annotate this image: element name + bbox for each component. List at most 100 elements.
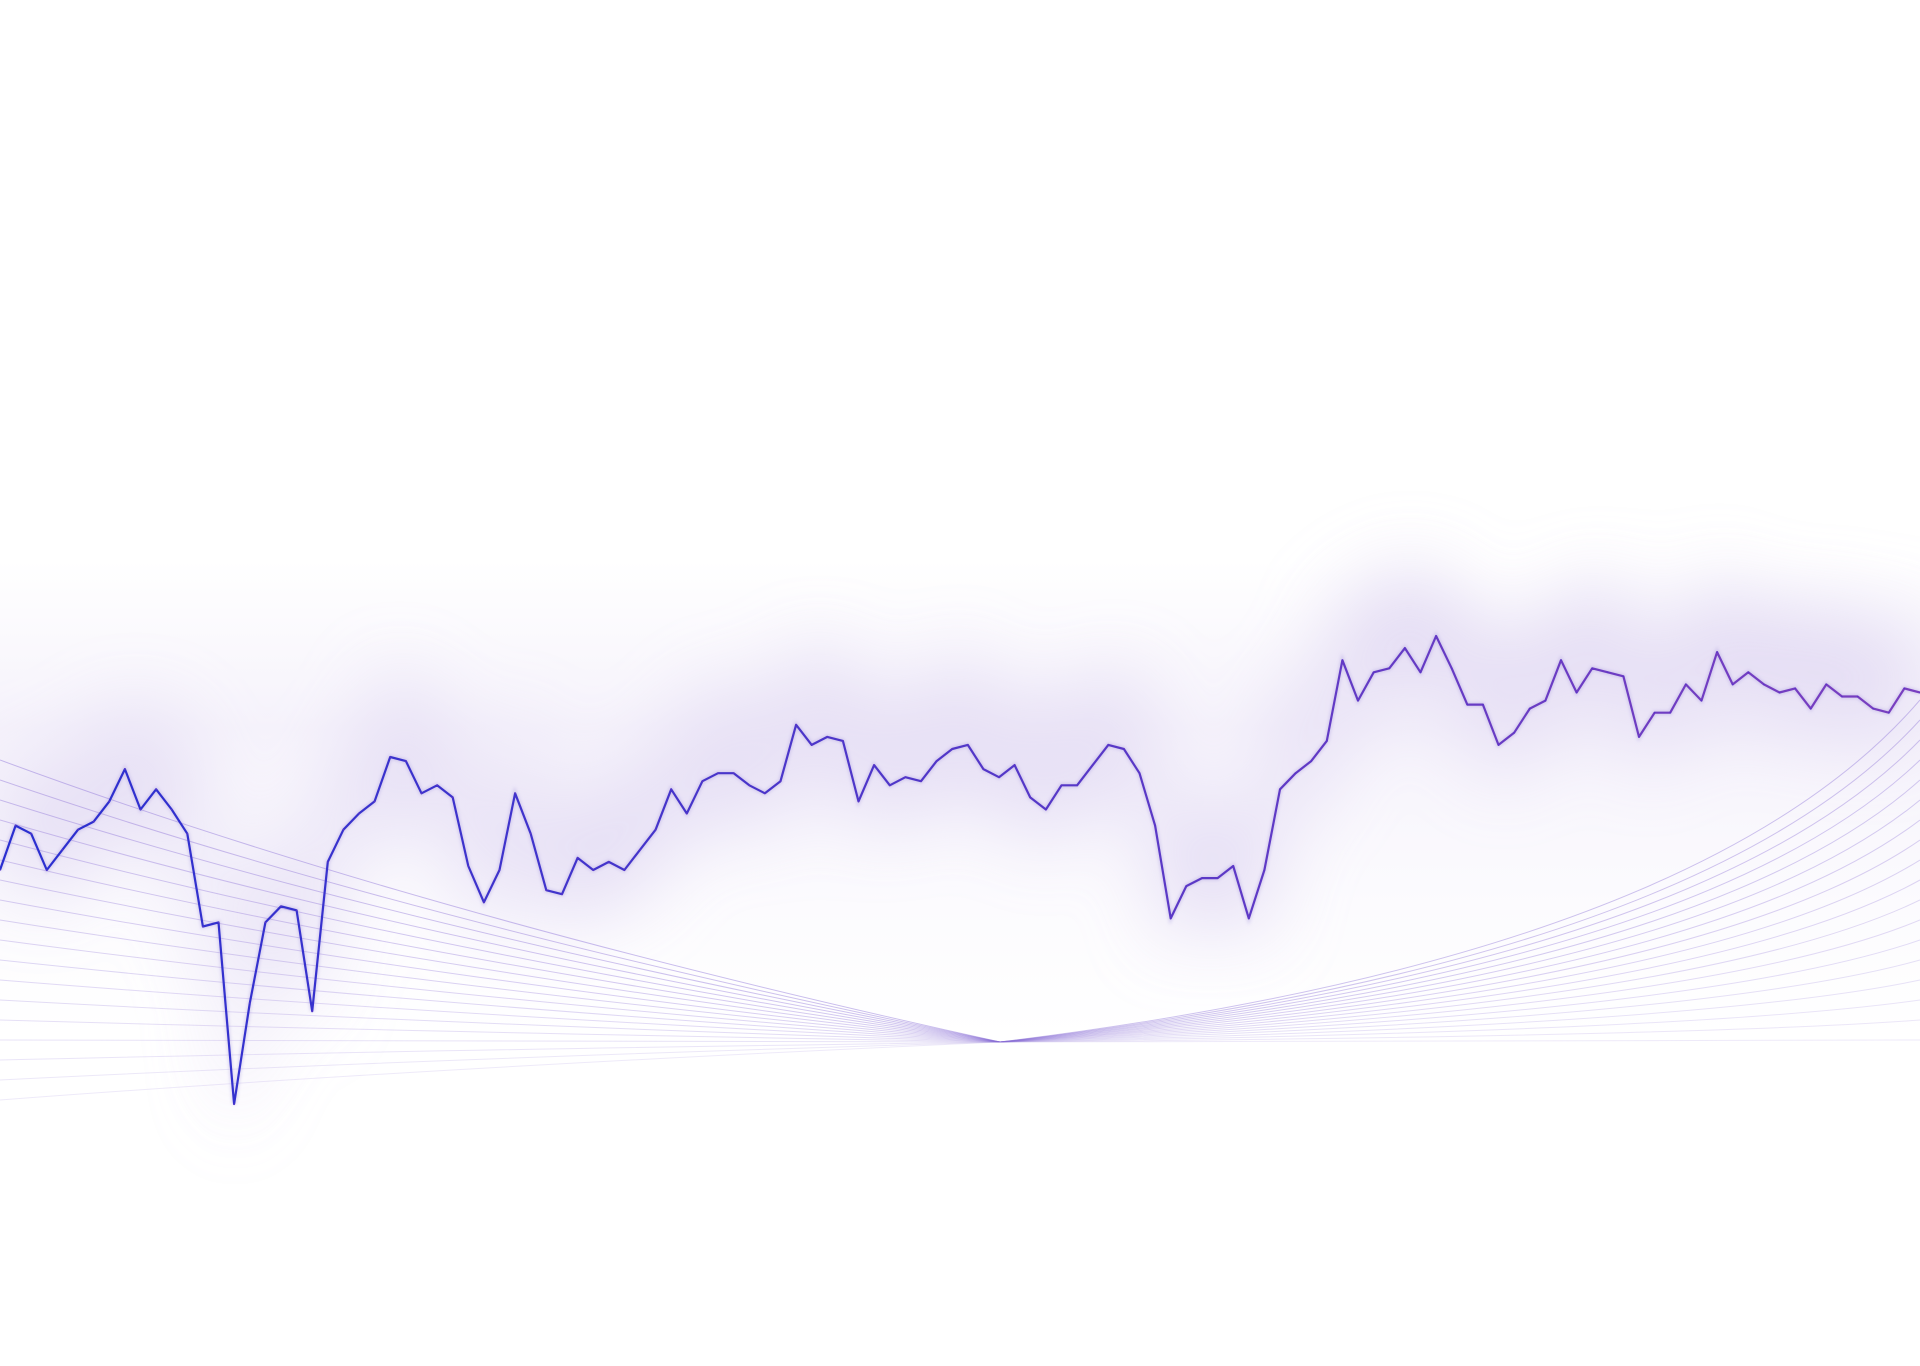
data-point	[717, 772, 719, 774]
data-point	[373, 800, 376, 803]
data-point	[1154, 824, 1156, 827]
data-point	[186, 832, 189, 835]
data-point	[280, 905, 282, 908]
data-point	[779, 780, 782, 782]
decor-curve-right	[999, 779, 1920, 1043]
data-point	[420, 792, 423, 795]
data-point	[1747, 671, 1750, 674]
data-point	[1731, 683, 1734, 686]
data-point	[1778, 691, 1781, 694]
data-point	[1763, 683, 1765, 686]
data-point	[623, 869, 626, 871]
data-point	[1248, 917, 1250, 920]
decor-curve-left	[0, 879, 1001, 1043]
decor-curve-left	[0, 779, 1001, 1043]
data-point	[1825, 683, 1828, 686]
data-point	[873, 764, 875, 766]
data-point	[951, 748, 953, 750]
data-point	[1341, 659, 1344, 661]
decor-curve-right	[999, 819, 1920, 1043]
data-point	[405, 760, 407, 762]
data-point	[1232, 865, 1234, 867]
data-point	[1060, 784, 1063, 787]
data-point	[124, 768, 126, 770]
decor-curve-left	[0, 939, 1001, 1043]
data-point	[889, 784, 891, 787]
decor-curve-right	[999, 979, 1920, 1043]
data-point	[1575, 691, 1578, 694]
decor-curve-right	[999, 999, 1920, 1043]
data-point	[1529, 707, 1531, 710]
decor-curve-right	[999, 1019, 1920, 1043]
data-point	[810, 744, 813, 746]
data-point	[686, 812, 688, 815]
data-point	[139, 808, 142, 811]
data-point	[857, 800, 860, 803]
data-point	[654, 828, 657, 831]
decor-curve-left	[0, 799, 1001, 1043]
data-point	[1888, 711, 1890, 714]
data-point	[592, 869, 594, 871]
data-point	[0, 869, 1, 871]
decor-curve-right	[999, 859, 1920, 1043]
decorative-curves	[0, 699, 1920, 1101]
data-point	[77, 828, 79, 831]
data-point	[1841, 695, 1843, 698]
data-point	[1607, 671, 1609, 674]
decor-curve-left	[0, 819, 1001, 1043]
data-point	[342, 828, 345, 831]
decor-curve-right	[999, 699, 1920, 1043]
data-point	[1638, 736, 1640, 738]
decor-curve-left	[0, 979, 1001, 1043]
decor-curve-left	[0, 999, 1001, 1043]
data-point	[30, 832, 32, 835]
data-point	[1123, 748, 1125, 750]
data-point	[202, 925, 204, 928]
data-point	[982, 768, 985, 770]
data-point	[514, 792, 516, 795]
data-point	[1372, 671, 1375, 674]
data-point	[1404, 647, 1406, 649]
data-point	[1903, 687, 1906, 690]
decor-curve-left	[0, 899, 1001, 1043]
data-point	[295, 909, 298, 912]
decor-curve-right	[999, 739, 1920, 1043]
data-point	[61, 849, 64, 851]
data-point	[1076, 784, 1078, 787]
data-point	[1513, 732, 1515, 734]
data-point	[1279, 788, 1281, 791]
decor-curve-left	[0, 759, 1001, 1043]
decor-curve-right	[999, 959, 1920, 1043]
decor-curve-left	[0, 859, 1001, 1043]
data-point	[311, 1010, 314, 1012]
decor-curve-left	[0, 1041, 1001, 1101]
data-point	[967, 744, 969, 746]
data-point	[1185, 885, 1188, 887]
data-point	[1794, 687, 1796, 690]
data-point	[795, 724, 797, 726]
data-point	[1201, 877, 1203, 879]
data-point	[701, 780, 704, 782]
data-point	[1029, 796, 1031, 799]
data-point	[1560, 659, 1562, 661]
background-glow	[0, 554, 1920, 1144]
data-point	[1872, 707, 1874, 710]
data-point	[826, 736, 829, 738]
data-point	[1216, 877, 1219, 879]
data-point	[170, 808, 173, 811]
data-point	[358, 812, 360, 815]
data-point	[1326, 740, 1328, 742]
data-point	[732, 772, 735, 774]
decor-curve-left	[0, 839, 1001, 1043]
data-point	[764, 792, 766, 795]
data-point	[842, 740, 844, 742]
decor-curve-right	[999, 919, 1920, 1043]
data-point	[1169, 917, 1172, 920]
data-point	[935, 760, 938, 762]
series-line-group	[0, 631, 1920, 1106]
data-point	[1856, 695, 1859, 698]
decor-curve-left	[0, 1041, 1001, 1061]
data-point	[561, 893, 563, 895]
data-point	[92, 820, 95, 823]
